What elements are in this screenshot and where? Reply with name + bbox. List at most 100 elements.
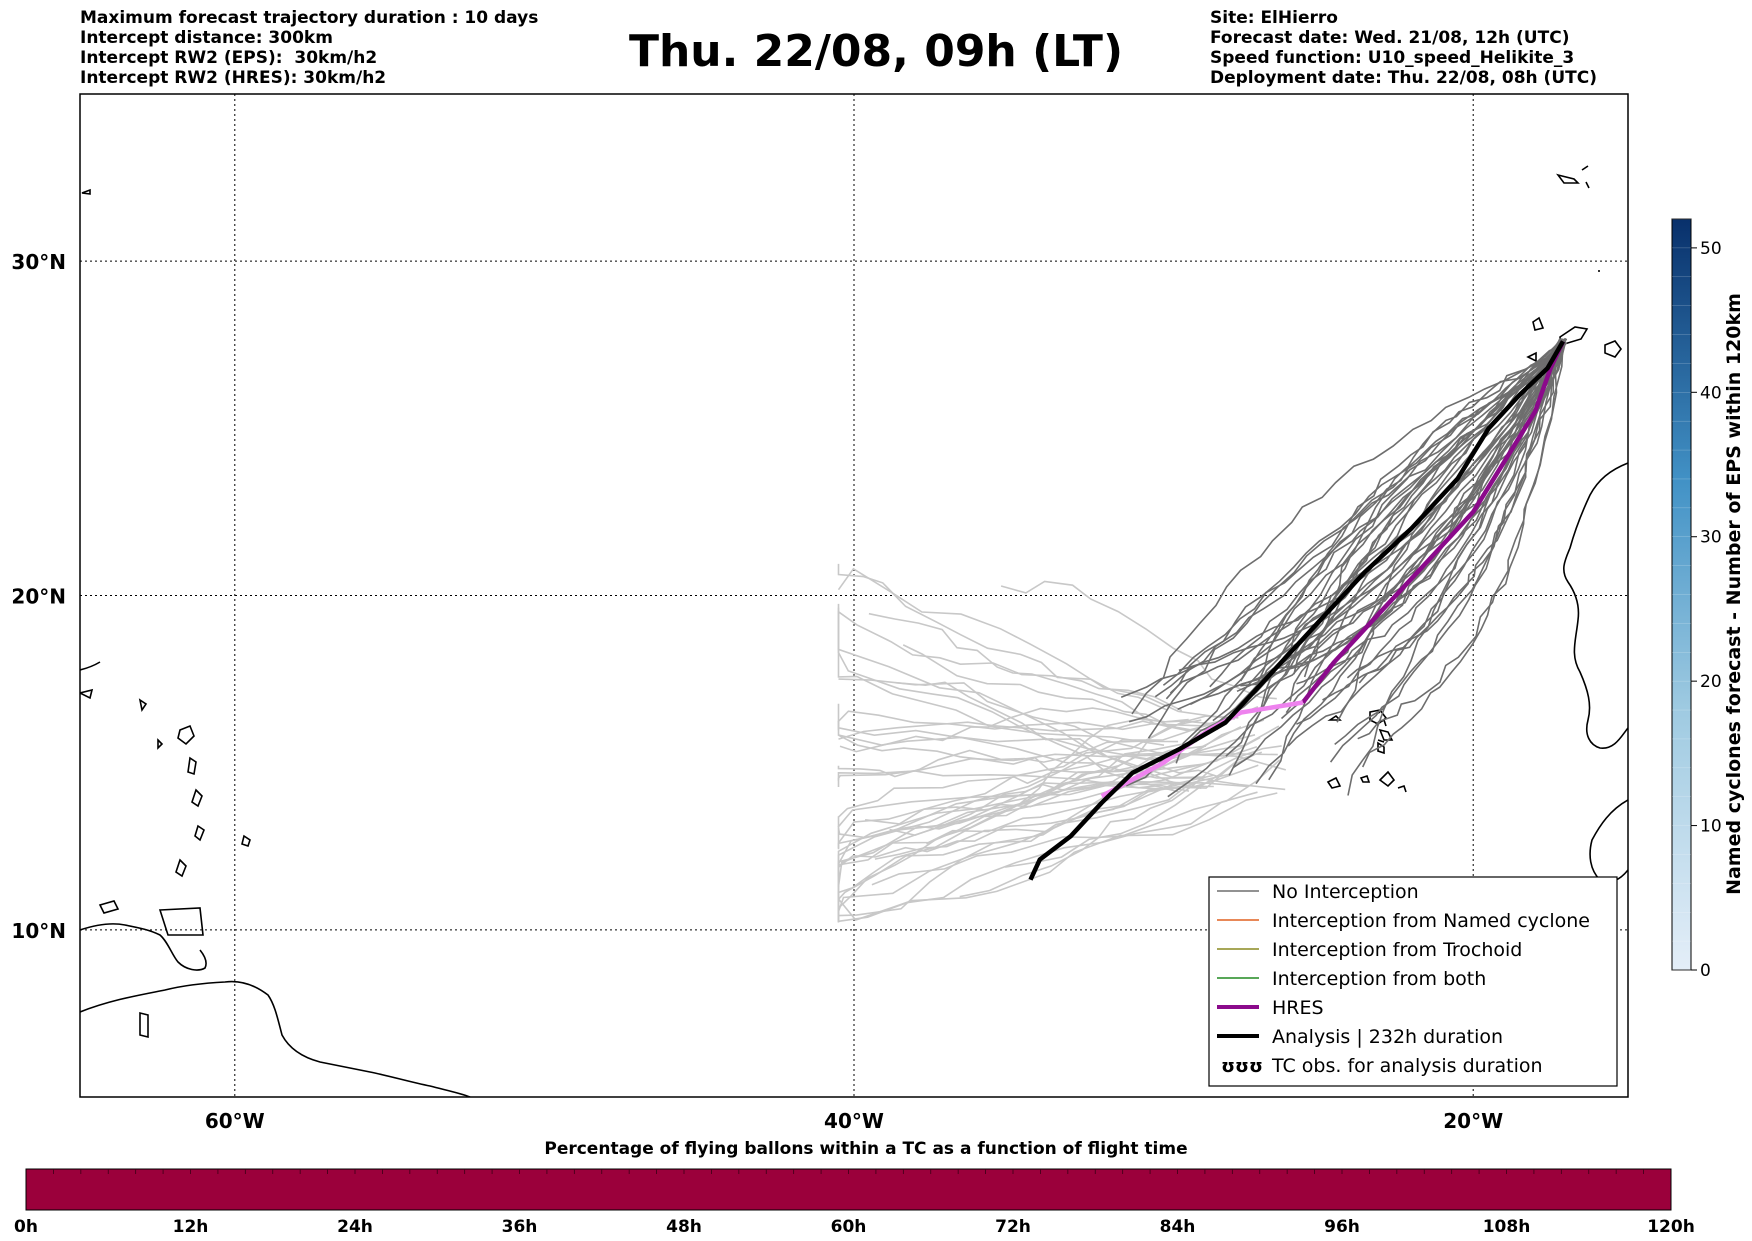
colorbar-bottom-tick-label: 72h xyxy=(995,1217,1031,1237)
colorbar-right-label: Named cyclones forecast - Number of EPS … xyxy=(1723,293,1745,895)
eps-track-light xyxy=(837,706,1259,731)
eps-track-dark xyxy=(1165,338,1564,700)
header-left-info: Maximum forecast trajectory duration : 1… xyxy=(80,8,538,88)
eps-track-light xyxy=(837,773,1232,843)
island-cape-verde-10 xyxy=(1326,776,1342,789)
eps-track-dark xyxy=(1296,341,1567,725)
eps-track-light xyxy=(838,725,1242,917)
eps-track-dark xyxy=(1280,338,1566,720)
island-madeira xyxy=(1556,165,1590,189)
colorbar-right-tick-label: 0 xyxy=(1700,961,1711,981)
eps-track-dark xyxy=(1361,341,1564,768)
island-cape-verde-8 xyxy=(1378,770,1396,788)
coast-trinidad-venezuela xyxy=(80,923,207,971)
eps-track-light xyxy=(837,603,1202,790)
legend-label: Interception from Named cyclone xyxy=(1272,910,1590,932)
coast-northwest xyxy=(80,661,101,700)
colorbar-right-tick-label: 20 xyxy=(1700,672,1722,692)
eps-track-dark xyxy=(1239,340,1564,682)
eps-track-light xyxy=(1000,580,1277,700)
header-intercept-rw2-eps: Intercept RW2 (EPS): 30km/h2 xyxy=(80,48,378,68)
colorbar-bottom-minor-ticks xyxy=(53,1169,1644,1174)
island-4 xyxy=(194,824,205,842)
eps-track-light xyxy=(839,707,1189,753)
island-cape-verde-6 xyxy=(1359,774,1371,783)
eps-track-light xyxy=(902,644,1172,728)
colorbar-bottom-title: Percentage of flying ballons within a TC… xyxy=(544,1139,1187,1159)
eps-track-light xyxy=(837,718,1217,909)
eps-track-dark xyxy=(1189,338,1568,706)
island-6 xyxy=(241,834,251,848)
header-site: Site: ElHierro xyxy=(1210,8,1338,28)
island-3 xyxy=(191,788,203,808)
map-content xyxy=(80,94,1628,1097)
island-8 xyxy=(157,738,164,750)
colorbar-right-tick-label: 50 xyxy=(1700,239,1722,259)
eps-track-dark xyxy=(1346,342,1567,679)
eps-track-light xyxy=(838,611,1183,712)
header-speed-function: Speed function: U10_speed_Helikite_3 xyxy=(1210,48,1575,68)
colorbar-bottom-tick-label: 24h xyxy=(337,1217,373,1237)
eps-track-light xyxy=(837,785,1214,877)
island-cape-verde-5 xyxy=(1377,739,1385,743)
colorbar-bottom-tick-label: 60h xyxy=(831,1217,867,1237)
eps-track-dark xyxy=(1131,339,1562,715)
island-canary-3 xyxy=(1532,316,1545,331)
legend-symbol-tc-obs-icon: ʊʊʊ xyxy=(1221,1056,1263,1077)
island-cape-verde-2 xyxy=(1327,714,1342,721)
legend-label: No Interception xyxy=(1272,881,1419,903)
colorbar-bottom-tick-label: 12h xyxy=(173,1217,209,1237)
island-5 xyxy=(175,858,187,878)
eps-track-dark xyxy=(1358,343,1561,684)
eps-track-light xyxy=(837,563,1168,711)
eps-track-light xyxy=(837,791,1258,923)
colorbar-bottom-tick-label: 0h xyxy=(14,1217,38,1237)
legend-label: TC obs. for analysis duration xyxy=(1271,1055,1543,1077)
hres-trajectory xyxy=(1301,340,1566,704)
island-1 xyxy=(177,724,195,746)
legend-box xyxy=(1208,876,1618,1087)
colorbar-right-tick-label: 30 xyxy=(1700,528,1722,548)
eps-track-dark xyxy=(1128,338,1567,723)
analysis-trajectory xyxy=(1028,340,1565,881)
eps-track-light xyxy=(926,715,1239,845)
eps-trajectories-late xyxy=(837,563,1287,923)
island-11 xyxy=(81,188,91,195)
island-7 xyxy=(138,698,148,713)
coast-trinidad xyxy=(158,907,204,936)
island-10 xyxy=(139,1011,149,1039)
colorbar-bottom-tick-label: 108h xyxy=(1483,1217,1531,1237)
eps-track-dark xyxy=(1178,341,1563,672)
colorbar-bottom-tick-label: 96h xyxy=(1324,1217,1360,1237)
lon-tick-label: 40°W xyxy=(824,1109,884,1133)
lat-tick-label: 10°N xyxy=(11,919,66,943)
eps-track-light xyxy=(868,612,1219,731)
island-cape-verde-3 xyxy=(1378,728,1394,741)
legend-label: Analysis | 232h duration xyxy=(1272,1026,1503,1048)
colorbar-bottom-tick-label: 36h xyxy=(502,1217,538,1237)
eps-track-light xyxy=(837,719,1202,849)
longitude-labels: 60°W 40°W 20°W xyxy=(205,1109,1503,1133)
eps-track-light xyxy=(837,769,1248,788)
eps-track-light xyxy=(837,740,1179,778)
eps-track-dark xyxy=(1258,338,1565,679)
header-intercept-rw2-hres: Intercept RW2 (HRES): 30km/h2 xyxy=(80,68,387,88)
colorbar-right-tick-label: 40 xyxy=(1700,383,1722,403)
eps-track-light xyxy=(838,720,1221,740)
island-canary-2 xyxy=(1604,340,1622,358)
eps-track-dark xyxy=(1213,343,1565,726)
island-cape-verde-9 xyxy=(1397,784,1407,793)
legend-label: HRES xyxy=(1272,997,1324,1019)
eps-track-light xyxy=(837,567,1235,720)
header-deployment-date: Deployment date: Thu. 22/08, 08h (UTC) xyxy=(1210,68,1597,88)
eps-track-light xyxy=(837,725,1280,871)
legend-label: Interception from both xyxy=(1272,968,1486,990)
coast-south-america xyxy=(80,980,471,1097)
lat-tick-label: 20°N xyxy=(11,585,66,609)
colorbar-flight-time: Percentage of flying ballons within a TC… xyxy=(14,1139,1695,1237)
eps-track-light xyxy=(837,745,1207,828)
eps-track-light xyxy=(838,734,1219,778)
lon-tick-label: 20°W xyxy=(1443,1109,1503,1133)
colorbar-named-cyclones: 0 10 20 30 40 50 Named cyclones forecast - Nu… xyxy=(1671,218,1745,981)
